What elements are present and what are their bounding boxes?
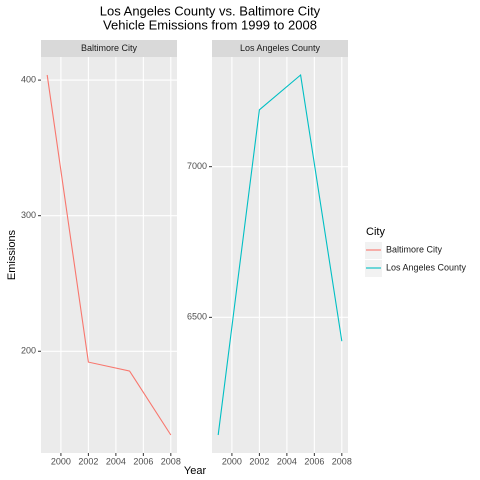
- x-tick-label: 2004: [106, 456, 126, 466]
- x-tick-label: 2002: [249, 456, 269, 466]
- strip: [212, 40, 348, 57]
- line: [46, 74, 172, 436]
- panel: [41, 57, 177, 453]
- y-tick-label: 200: [21, 346, 36, 356]
- panel: [212, 57, 348, 453]
- chart-title: Los Angeles County vs. Baltimore City: [100, 3, 321, 18]
- line: [217, 73, 343, 436]
- y-axis-label: Emissions: [6, 229, 18, 280]
- chart-title: Vehicle Emissions from 1999 to 2008: [103, 17, 317, 32]
- legend-label: Baltimore City: [386, 244, 443, 254]
- x-tick-label: 2006: [304, 456, 324, 466]
- y-tick-label: 400: [21, 74, 36, 84]
- x-tick-label: 2008: [161, 456, 181, 466]
- x-tick-label: 2006: [133, 456, 153, 466]
- x-tick-label: 2000: [222, 456, 242, 466]
- x-tick-label: 2000: [51, 456, 71, 466]
- x-tick-label: 2002: [78, 456, 98, 466]
- y-tick-label: 7000: [187, 161, 207, 171]
- y-tick-label: 6500: [187, 312, 207, 322]
- x-tick-label: 2004: [277, 456, 297, 466]
- x-axis-label: Year: [184, 465, 207, 477]
- strip: [41, 40, 177, 57]
- legend-label: Los Angeles County: [386, 262, 467, 272]
- strip-label: Baltimore City: [81, 43, 138, 53]
- y-tick-label: 300: [21, 210, 36, 220]
- legend-title: City: [366, 226, 385, 238]
- x-tick-label: 2008: [332, 456, 352, 466]
- strip-label: Los Angeles County: [240, 43, 321, 53]
